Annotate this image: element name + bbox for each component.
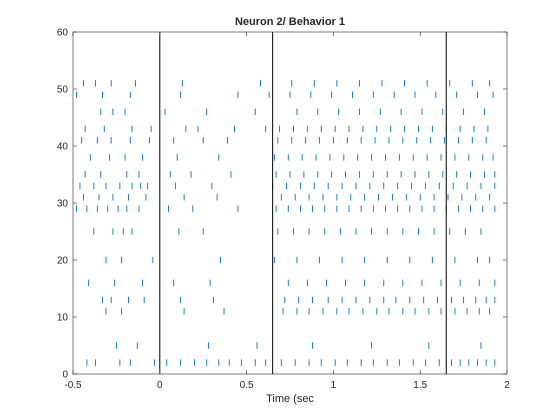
y-tick-label: 40 [57, 142, 69, 153]
y-axis: 0 10 20 30 40 50 60 [57, 28, 507, 381]
x-tick-label: -0.5 [64, 380, 82, 391]
x-tick-label: 2 [504, 380, 510, 391]
x-axis: -0.5 0 0.5 1 1.5 2 [64, 32, 510, 391]
y-tick-label: 50 [57, 85, 69, 96]
event-lines [159, 32, 447, 374]
x-tick-label: 0 [157, 380, 163, 391]
y-tick-label: 10 [57, 313, 69, 324]
x-tick-label: 1.5 [413, 380, 427, 391]
y-tick-label: 60 [57, 28, 69, 39]
y-tick-label: 0 [62, 370, 68, 381]
plot-frame [72, 31, 508, 375]
chart-title: Neuron 2/ Behavior 1 [235, 16, 345, 28]
y-tick-label: 20 [57, 256, 69, 267]
y-tick-label: 30 [57, 199, 69, 210]
x-axis-label: Time (sec [266, 393, 314, 405]
x-tick-label: 0.5 [240, 380, 254, 391]
x-tick-label: 1 [331, 380, 337, 391]
spike-group [76, 80, 496, 366]
